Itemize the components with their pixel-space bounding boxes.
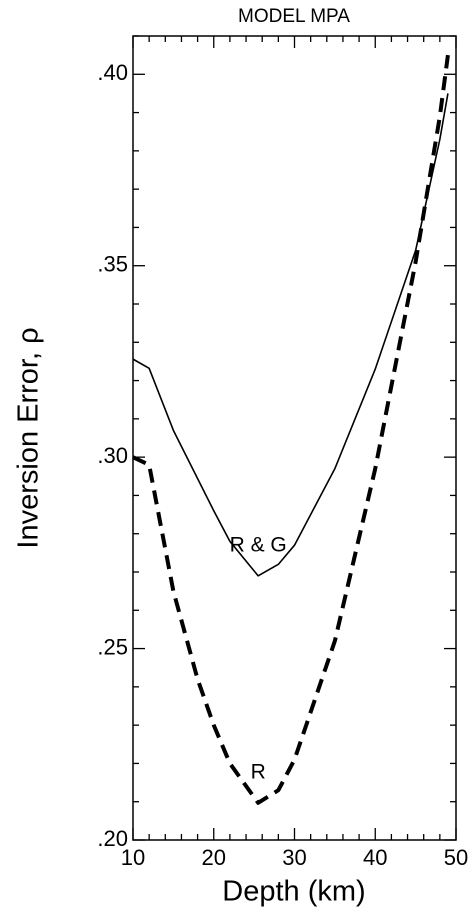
y-tick-label: .25 xyxy=(97,634,128,659)
series-line xyxy=(132,54,450,805)
plot-frame xyxy=(132,35,457,841)
x-tick-label: 50 xyxy=(444,845,468,870)
x-tick-label: 30 xyxy=(282,845,306,870)
chart-title: MODEL MPA xyxy=(238,6,350,27)
series-label: R & G xyxy=(230,533,287,556)
y-tick-label: .35 xyxy=(97,252,128,277)
x-axis-label: Depth (km) xyxy=(222,876,365,908)
x-tick-label: 10 xyxy=(121,845,145,870)
y-tick-label: .20 xyxy=(97,826,128,851)
series-label: R xyxy=(251,760,266,783)
x-tick-label: 40 xyxy=(363,845,387,870)
x-tick-label: 20 xyxy=(202,845,226,870)
y-tick-label: .40 xyxy=(97,60,128,85)
y-tick-label: .30 xyxy=(97,443,128,468)
series-line xyxy=(132,93,449,577)
y-axis-label: Inversion Error, ρ xyxy=(13,327,45,548)
